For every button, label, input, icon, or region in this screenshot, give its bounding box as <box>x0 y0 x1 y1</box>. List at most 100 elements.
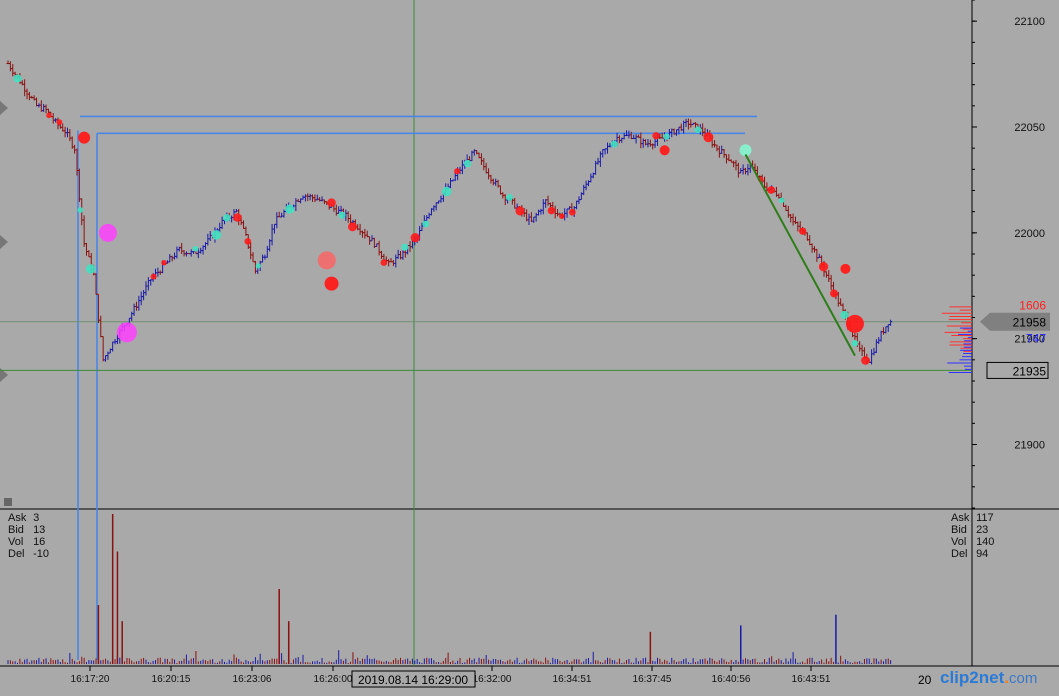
stat-row: Ask 117 <box>951 512 994 524</box>
buy-bubble <box>285 204 295 214</box>
time-tick-label: 16:40:56 <box>712 674 751 685</box>
stat-key: Vol <box>8 536 24 548</box>
sell-bubble <box>410 232 420 243</box>
left-marker-2 <box>0 368 8 382</box>
time-tick-label: 16:26:00 <box>314 674 353 685</box>
stat-row: Vol 16 <box>8 536 49 548</box>
stat-value: 117 <box>976 512 994 524</box>
corner-marker <box>4 498 12 506</box>
price-tick-label: 22000 <box>1014 228 1045 240</box>
sell-bubble <box>161 259 167 266</box>
time-tick-label: 16:23:06 <box>233 674 272 685</box>
large-bubble-0 <box>98 223 117 242</box>
stat-row: Ask 3 <box>8 512 49 524</box>
sell-bubble <box>861 356 870 365</box>
watermark-ext: com <box>1008 670 1038 687</box>
stat-key: Vol <box>951 536 967 548</box>
large-bubble-3 <box>324 276 339 291</box>
stat-row: Del -10 <box>8 548 49 560</box>
price-tick-label: 22050 <box>1014 122 1045 134</box>
sell-bubble <box>559 213 565 219</box>
sell-bubble <box>652 132 660 140</box>
watermark-brand: clip2net <box>940 668 1005 687</box>
stat-key: Bid <box>8 524 24 536</box>
sell-bubble <box>798 227 807 235</box>
time-tick-label: 16:32:00 <box>473 674 512 685</box>
bid-volume-label: 747 <box>1026 332 1046 346</box>
time-tick-label: 16:43:51 <box>792 674 831 685</box>
watermark-dot: . <box>1004 668 1009 687</box>
crosshair-price-box <box>986 361 1049 379</box>
current-price-marker <box>980 312 1050 331</box>
large-bubble-1 <box>116 322 137 343</box>
crosshair-price-label: 21935 <box>1013 364 1047 378</box>
plot-area <box>0 0 972 696</box>
sell-bubble <box>703 132 714 143</box>
stat-value: 140 <box>976 536 995 548</box>
cursor-time-box <box>351 670 476 688</box>
sell-bubble <box>830 289 838 298</box>
sell-bubble <box>327 198 336 207</box>
sell-bubble <box>46 112 52 119</box>
left-marker-1 <box>0 235 8 249</box>
sell-bubble <box>454 168 461 175</box>
buy-bubble <box>13 74 22 83</box>
stat-value: 94 <box>976 548 989 560</box>
buy-bubble <box>77 207 84 213</box>
buy-bubble <box>211 230 222 240</box>
stat-value: -10 <box>33 548 49 560</box>
horizontal-levels <box>0 115 972 660</box>
large-bubble-4 <box>845 314 864 333</box>
stat-value: 23 <box>976 524 989 536</box>
current-price-label: 21958 <box>1013 316 1047 330</box>
sell-bubble <box>244 238 252 245</box>
buy-bubble <box>840 310 849 319</box>
buy-bubble <box>851 340 859 347</box>
left-marker-0 <box>0 101 8 115</box>
buy-bubble <box>422 220 430 228</box>
sell-bubble <box>380 259 388 266</box>
time-tick-label: 16:17:20 <box>71 674 110 685</box>
time-tick-label: 16:20:15 <box>152 674 191 685</box>
buy-bubble <box>441 186 452 197</box>
volume-panel <box>7 514 892 664</box>
buy-bubble <box>663 133 670 140</box>
stat-value: 13 <box>33 524 46 536</box>
large-bubble-6 <box>78 131 91 144</box>
buy-bubble <box>85 264 96 274</box>
watermark: clip2net.com <box>940 668 1037 688</box>
price-axis: 22100 22050 22000 21950 21900 1606 21958 747 219… <box>972 0 1050 509</box>
stat-value: 16 <box>33 536 46 548</box>
buy-bubble <box>694 126 702 134</box>
price-tick-label: 21900 <box>1014 440 1045 452</box>
stat-key: Bid <box>951 524 967 536</box>
large-bubble-2 <box>317 251 336 270</box>
stat-key: Del <box>951 548 968 560</box>
volume-profile <box>941 306 972 374</box>
buy-bubble <box>610 140 618 148</box>
cursor-time-label: 2019.08.14 16:29:00 <box>358 673 468 687</box>
buy-bubble <box>192 245 199 252</box>
time-tick-label: 16:34:51 <box>553 674 592 685</box>
large-bubble-8 <box>840 263 851 274</box>
buy-bubble <box>463 159 472 168</box>
buy-bubble <box>338 211 346 219</box>
stat-value: 3 <box>33 512 40 524</box>
right-edge-label: 20 <box>918 673 932 687</box>
sell-bubble <box>348 222 357 232</box>
buy-bubble <box>401 243 409 251</box>
buy-bubble <box>223 214 231 222</box>
price-tick-label: 22100 <box>1014 16 1045 28</box>
stat-row: Vol 140 <box>951 536 994 548</box>
buy-bubble <box>506 194 513 201</box>
stat-row: Del 94 <box>951 548 994 560</box>
sell-bubble <box>150 273 157 280</box>
sell-bubble <box>56 119 63 126</box>
trendline-segment <box>744 154 856 357</box>
stat-key: Ask <box>8 512 27 524</box>
stat-row: Bid 13 <box>8 524 49 536</box>
large-bubble-5 <box>739 144 752 157</box>
stat-key: Del <box>8 548 25 560</box>
